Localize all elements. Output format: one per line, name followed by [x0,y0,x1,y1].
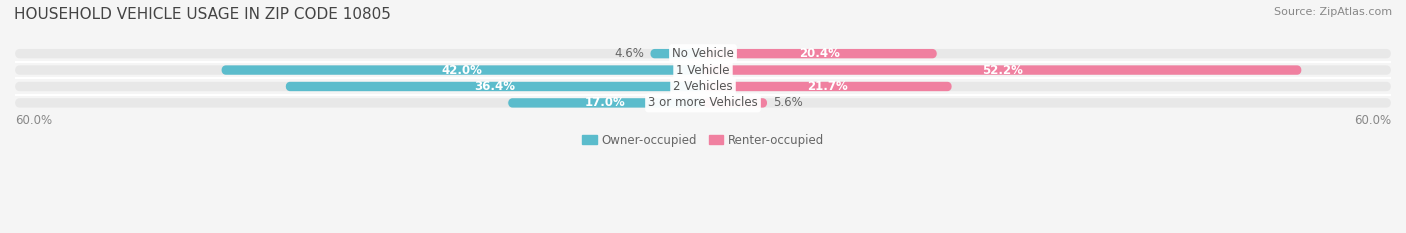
Text: 1 Vehicle: 1 Vehicle [676,64,730,77]
Text: 42.0%: 42.0% [441,64,482,77]
FancyBboxPatch shape [15,82,1391,91]
FancyBboxPatch shape [508,98,703,108]
Text: 52.2%: 52.2% [981,64,1022,77]
FancyBboxPatch shape [15,49,1391,58]
FancyBboxPatch shape [703,82,952,91]
Text: 60.0%: 60.0% [15,113,52,127]
Text: 2 Vehicles: 2 Vehicles [673,80,733,93]
Text: 5.6%: 5.6% [773,96,803,110]
Text: HOUSEHOLD VEHICLE USAGE IN ZIP CODE 10805: HOUSEHOLD VEHICLE USAGE IN ZIP CODE 1080… [14,7,391,22]
Legend: Owner-occupied, Renter-occupied: Owner-occupied, Renter-occupied [582,134,824,147]
Text: 21.7%: 21.7% [807,80,848,93]
FancyBboxPatch shape [703,49,936,58]
FancyBboxPatch shape [15,65,1391,75]
FancyBboxPatch shape [285,82,703,91]
FancyBboxPatch shape [703,65,1302,75]
FancyBboxPatch shape [703,98,768,108]
Text: 17.0%: 17.0% [585,96,626,110]
Text: 3 or more Vehicles: 3 or more Vehicles [648,96,758,110]
Text: 4.6%: 4.6% [614,47,644,60]
Text: 60.0%: 60.0% [1354,113,1391,127]
FancyBboxPatch shape [15,98,1391,108]
FancyBboxPatch shape [650,49,703,58]
Text: 20.4%: 20.4% [800,47,841,60]
Text: No Vehicle: No Vehicle [672,47,734,60]
Text: 36.4%: 36.4% [474,80,515,93]
FancyBboxPatch shape [221,65,703,75]
Text: Source: ZipAtlas.com: Source: ZipAtlas.com [1274,7,1392,17]
